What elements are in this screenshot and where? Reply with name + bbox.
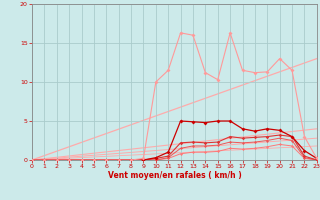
X-axis label: Vent moyen/en rafales ( km/h ): Vent moyen/en rafales ( km/h ) [108,171,241,180]
